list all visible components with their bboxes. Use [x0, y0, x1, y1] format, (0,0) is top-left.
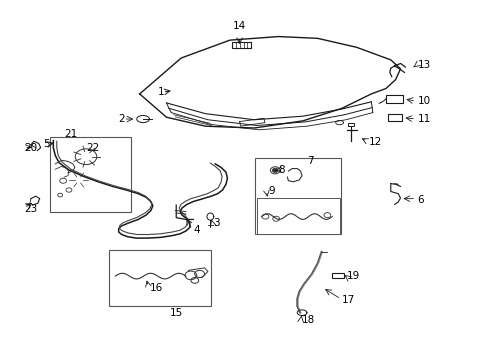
Bar: [255, 158, 340, 234]
Bar: [256, 198, 339, 234]
Text: 9: 9: [267, 186, 274, 197]
Bar: [232, 41, 250, 48]
Bar: [109, 249, 211, 306]
Bar: [50, 137, 131, 212]
Text: 13: 13: [417, 60, 430, 70]
Bar: [385, 95, 402, 103]
Text: 17: 17: [341, 295, 355, 305]
Text: 5: 5: [43, 139, 49, 149]
Text: 11: 11: [417, 114, 430, 124]
Polygon shape: [140, 37, 400, 128]
Text: 22: 22: [86, 143, 99, 153]
Text: 14: 14: [232, 21, 246, 31]
Text: 15: 15: [169, 309, 183, 318]
Text: 19: 19: [346, 271, 359, 281]
Text: 8: 8: [278, 165, 285, 175]
Text: 6: 6: [417, 195, 424, 205]
Text: 23: 23: [24, 204, 37, 214]
Text: 12: 12: [368, 138, 381, 147]
Text: 16: 16: [149, 283, 163, 293]
Text: 3: 3: [212, 218, 219, 228]
Text: 20: 20: [24, 143, 37, 153]
Text: 10: 10: [417, 96, 430, 106]
Text: 1: 1: [157, 87, 163, 97]
Text: 21: 21: [64, 129, 77, 139]
Text: 7: 7: [306, 156, 313, 166]
Bar: [347, 123, 353, 126]
Bar: [331, 273, 344, 278]
Text: 18: 18: [302, 315, 315, 325]
Text: 2: 2: [118, 114, 125, 124]
Circle shape: [272, 168, 278, 172]
Text: 4: 4: [193, 225, 200, 235]
Bar: [387, 114, 401, 121]
